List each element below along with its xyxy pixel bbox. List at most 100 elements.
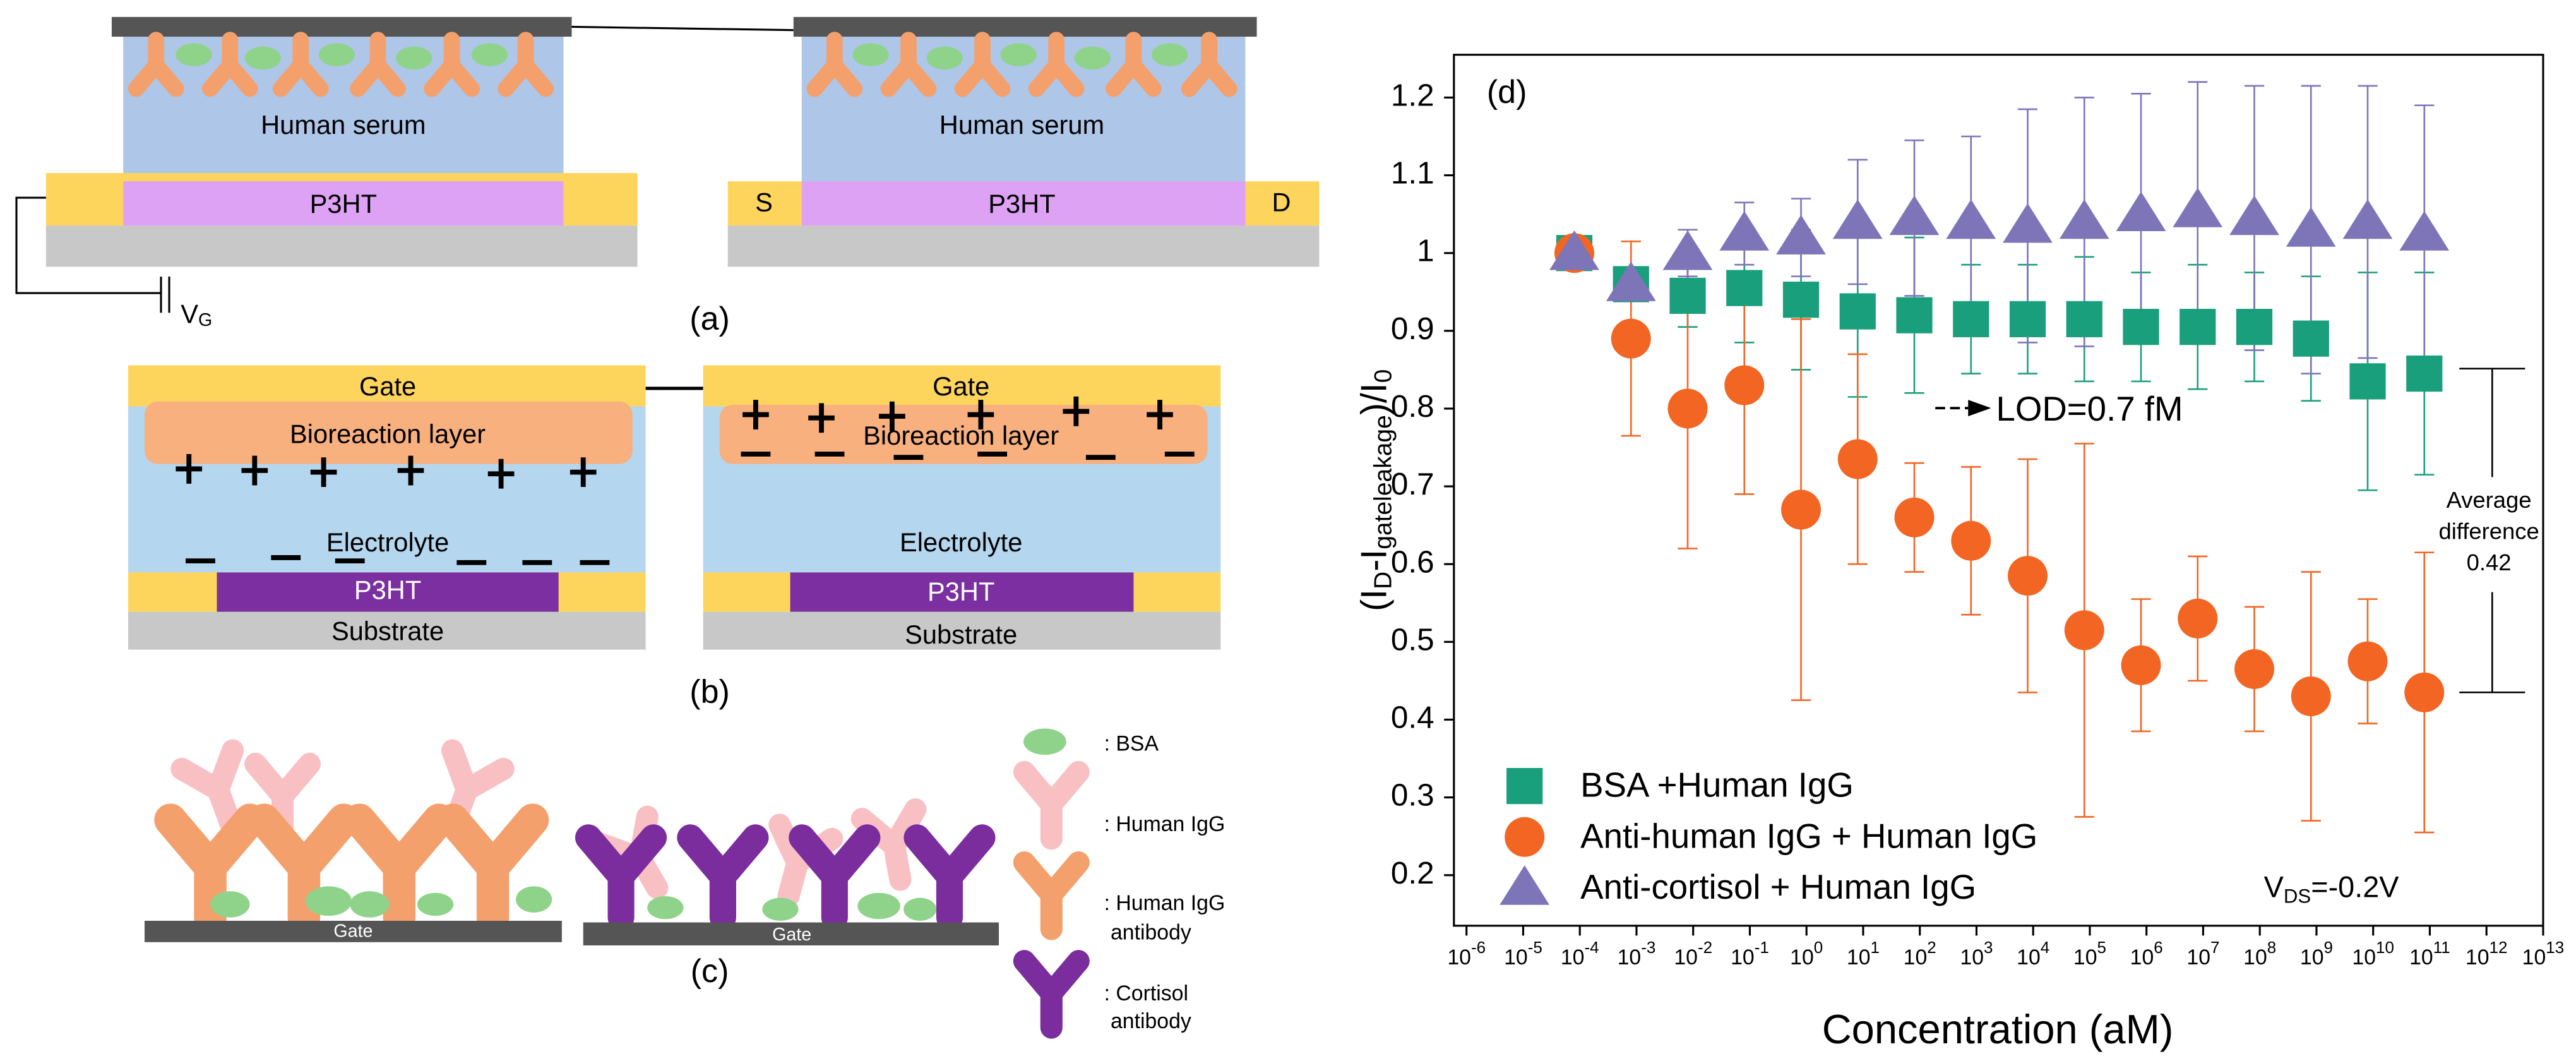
- x-tick-exponent: 4: [2041, 938, 2049, 957]
- substrate-label: Substrate: [905, 620, 1017, 649]
- x-tick-exponent: -5: [1528, 938, 1542, 957]
- x-axis-label: Concentration (aM): [1822, 1006, 2174, 1052]
- x-tick-exponent: 9: [2324, 938, 2333, 957]
- y-tick-label: 1.2: [1391, 78, 1434, 112]
- x-tick-label: 10-1: [1731, 938, 1769, 969]
- x-tick-label: 1010: [2352, 938, 2394, 969]
- x-tick-exponent: 6: [2154, 938, 2162, 957]
- x-tick-label: 106: [2130, 938, 2163, 969]
- panel-c: Gate Gate (c) : BSA : Human IgG : Human …: [144, 728, 1225, 1034]
- x-tick-base: 10: [2522, 945, 2546, 969]
- panel-label: (a): [689, 301, 730, 337]
- marker: [2121, 645, 2161, 685]
- marker: [1781, 489, 1822, 530]
- x-tick-base: 10: [1790, 945, 1814, 969]
- y-tick-label: 1.1: [1391, 156, 1434, 191]
- marker: [1669, 277, 1706, 315]
- y-tick-label: 0.4: [1391, 700, 1434, 735]
- substrate-label: Substrate: [331, 616, 444, 646]
- serum-label: Human serum: [939, 110, 1104, 140]
- x-tick-base: 10: [1618, 945, 1642, 969]
- y-tick-label: 0.6: [1391, 544, 1434, 579]
- lod-annotation: LOD=0.7 fM: [1996, 390, 2183, 428]
- x-tick-label: 10-4: [1561, 938, 1599, 969]
- difference-annotation: 0.42: [2467, 549, 2512, 575]
- x-tick-base: 10: [1504, 945, 1528, 969]
- electrolyte-label: Electrolyte: [900, 527, 1022, 557]
- marker: [1953, 301, 1989, 337]
- x-tick-base: 10: [2186, 945, 2210, 969]
- serum-label: Human serum: [261, 110, 426, 140]
- marker: [1951, 520, 1991, 561]
- panel-d: (d) Concentration (aM) (ID-Igateleakage)…: [1354, 54, 2565, 1052]
- channel-label: P3HT: [354, 575, 421, 605]
- x-tick-base: 10: [1447, 945, 1471, 969]
- x-tick-exponent: -1: [1755, 938, 1769, 957]
- marker: [1724, 365, 1765, 405]
- marker: [2003, 203, 2053, 243]
- marker: [2399, 211, 2450, 251]
- marker: [2234, 649, 2274, 689]
- marker: [2229, 195, 2279, 236]
- marker: [1889, 195, 1940, 236]
- marker: [1837, 439, 1878, 479]
- marker: [1719, 211, 1770, 251]
- gate-label: Gate: [333, 921, 373, 942]
- marker: [2349, 363, 2386, 400]
- legend-label: Anti-cortisol + Human IgG: [1580, 868, 1976, 906]
- marker: [1832, 199, 1883, 239]
- x-tick-label: 101: [1847, 938, 1880, 969]
- marker: [1549, 230, 1599, 270]
- marker: [2342, 199, 2393, 239]
- gate-label: Gate: [772, 925, 811, 945]
- x-tick-exponent: 12: [2490, 938, 2508, 957]
- legend-marker: [1500, 865, 1550, 905]
- marker: [2173, 188, 2223, 227]
- x-tick-base: 10: [2073, 945, 2097, 969]
- electrolyte-label: Electrolyte: [326, 527, 449, 557]
- marker: [2236, 309, 2273, 345]
- x-tick-exponent: 5: [2097, 938, 2106, 957]
- marker: [1896, 297, 1933, 333]
- marker: [2008, 556, 2048, 596]
- marker: [2123, 309, 2159, 345]
- x-tick-base: 10: [2409, 945, 2433, 969]
- x-tick-exponent: 2: [1927, 938, 1936, 957]
- marker: [2009, 301, 2046, 337]
- y-tick-label: 0.3: [1391, 778, 1434, 813]
- marker: [1782, 281, 1820, 318]
- x-tick-base: 10: [2130, 945, 2154, 969]
- x-tick-label: 109: [2300, 938, 2333, 969]
- x-tick-label: 10-5: [1504, 938, 1542, 969]
- gate-label: Gate: [933, 371, 989, 401]
- difference-annotation: Average: [2447, 487, 2532, 513]
- legend-label: : Human IgG: [1104, 812, 1225, 836]
- marker: [2066, 301, 2102, 337]
- x-tick-base: 10: [1731, 945, 1755, 969]
- panel-label: (b): [689, 674, 730, 710]
- x-tick-label: 10-3: [1618, 938, 1656, 969]
- x-tick-label: 104: [2017, 938, 2049, 969]
- marker: [1894, 497, 1935, 537]
- marker: [2406, 355, 2443, 392]
- x-tick-base: 10: [1561, 945, 1585, 969]
- x-tick-exponent: -2: [1698, 938, 1712, 957]
- layer-label: Bioreaction layer: [863, 421, 1059, 450]
- x-tick-base: 10: [1960, 945, 1984, 969]
- x-tick-label: 1013: [2522, 938, 2565, 969]
- x-tick-base: 10: [1904, 945, 1928, 969]
- marker: [2178, 598, 2218, 638]
- legend-label: antibody: [1111, 1009, 1191, 1033]
- marker: [1662, 230, 1713, 270]
- drain-label: D: [1272, 187, 1291, 217]
- marker: [2116, 191, 2166, 231]
- x-tick-exponent: -3: [1641, 938, 1655, 957]
- chart-title: (d): [1487, 74, 1527, 111]
- y-tick-label: 0.8: [1391, 389, 1434, 424]
- marker: [2064, 610, 2104, 650]
- legend-marker: [1505, 817, 1545, 857]
- legend-label: antibody: [1111, 921, 1191, 945]
- y-axis-label: (ID-Igateleakage)/I0: [1354, 369, 1397, 611]
- x-tick-base: 10: [2243, 945, 2267, 969]
